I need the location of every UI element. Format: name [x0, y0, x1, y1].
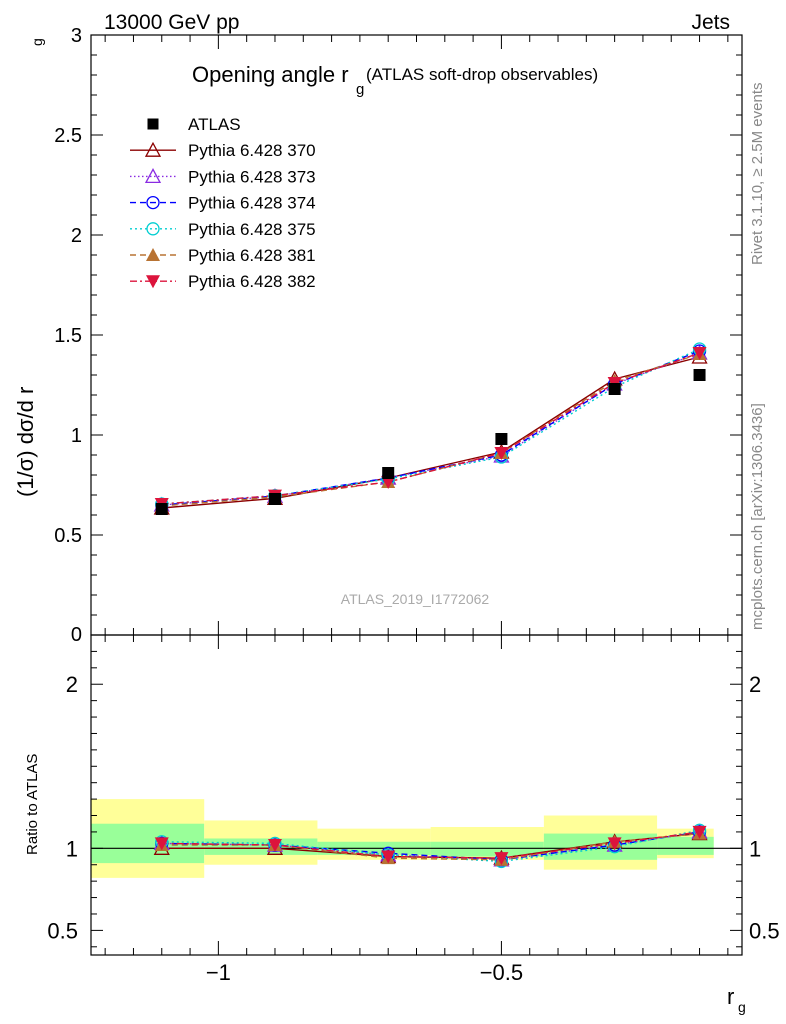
data-point-p382: [692, 347, 707, 360]
data-point-ATLAS: [608, 383, 621, 395]
main-y-tick-label: 3: [71, 25, 82, 47]
ratio-point-p382: [607, 837, 622, 851]
legend-marker-ATLAS: [147, 118, 159, 130]
y-axis-label: (1/σ) dσ/d r: [13, 387, 38, 497]
mcplots-label: mcplots.cern.ch [arXiv:1306.3436]: [749, 403, 766, 630]
y-tick-label-zero: 0: [71, 624, 82, 646]
ratio-band-inner-5: [657, 836, 714, 855]
ratio-line-p382: [161, 831, 700, 859]
analysis-watermark: ATLAS_2019_I1772062: [341, 591, 490, 607]
legend-label-ATLAS: ATLAS: [188, 115, 241, 134]
data-point-ATLAS: [693, 369, 706, 381]
rivet-label: Rivet 3.1.10, ≥ 2.5M events: [749, 83, 766, 266]
data-point-p382: [494, 447, 509, 460]
x-axis-label: r: [727, 984, 734, 1009]
ratio-point-p382: [692, 825, 707, 839]
data-point-ATLAS: [268, 493, 281, 505]
ratio-point-p382: [494, 852, 509, 866]
ratio-point-p382: [267, 839, 282, 853]
x-axis-label-sub: g: [738, 999, 746, 1015]
x-tick-label: −0.5: [480, 960, 523, 985]
legend-marker-p374: [146, 195, 160, 210]
chart-title-rest: (ATLAS soft-drop observables): [366, 65, 598, 84]
data-point-ATLAS: [382, 467, 395, 479]
legend-label-p370: Pythia 6.428 370: [188, 141, 316, 160]
chart-title-main: Opening angle r: [192, 62, 349, 87]
series-line-p375: [161, 348, 700, 505]
series-line-p370: [161, 356, 700, 509]
ratio-point-p382: [381, 850, 396, 864]
main-y-tick-label: 2.5: [54, 125, 82, 147]
x-tick-label: −1: [206, 960, 231, 985]
data-point-p382: [381, 476, 396, 489]
ratio-band-inner-1: [204, 838, 318, 855]
ratio-y-tick-label: 1: [66, 836, 78, 861]
ratio-band-inner-3: [430, 841, 544, 857]
series-line-p382: [161, 352, 700, 505]
chart-title-sub: g: [356, 81, 364, 98]
series-line-p374: [161, 350, 700, 506]
ratio-y-label: Ratio to ATLAS: [24, 754, 41, 855]
legend-label-p373: Pythia 6.428 373: [188, 167, 316, 186]
ratio-line-p370: [161, 832, 700, 859]
main-y-tick-label: 1: [71, 425, 82, 447]
legend-label-p381: Pythia 6.428 381: [188, 246, 316, 265]
series-line-p381: [161, 353, 700, 507]
ratio-y-tick-label-right: 2: [749, 672, 761, 697]
legend-label-p382: Pythia 6.428 382: [188, 272, 316, 291]
data-point-ATLAS: [155, 503, 168, 515]
main-y-tick-label: 2: [71, 225, 82, 247]
data-point-ATLAS: [495, 433, 508, 445]
ratio-line-p373: [161, 831, 700, 861]
y-axis-label-sub: g: [29, 38, 45, 46]
ratio-y-tick-label: 2: [66, 672, 78, 697]
main-y-tick-label: 1.5: [54, 325, 82, 347]
header-left: 13000 GeV pp: [104, 11, 239, 34]
ratio-point-p382: [154, 837, 169, 851]
series-line-p373: [161, 352, 700, 506]
legend-marker-p375: [146, 222, 160, 236]
ratio-y-tick-label-right: 1: [749, 836, 761, 861]
legend-marker-p381: [146, 248, 160, 261]
main-y-tick-label: 0.5: [54, 525, 82, 547]
ratio-plot-frame: [90, 634, 743, 956]
chart-title: Opening angle r: [192, 62, 349, 87]
legend-marker-p373: [144, 168, 162, 184]
ratio-y-tick-label: 0.5: [47, 918, 78, 943]
legend-marker-p382: [146, 275, 160, 289]
legend-label-p374: Pythia 6.428 374: [188, 194, 316, 213]
legend-label-p375: Pythia 6.428 375: [188, 220, 316, 239]
header-right: Jets: [691, 11, 730, 34]
legend-marker-p370: [144, 141, 162, 157]
ratio-y-tick-label-right: 0.5: [749, 918, 780, 943]
